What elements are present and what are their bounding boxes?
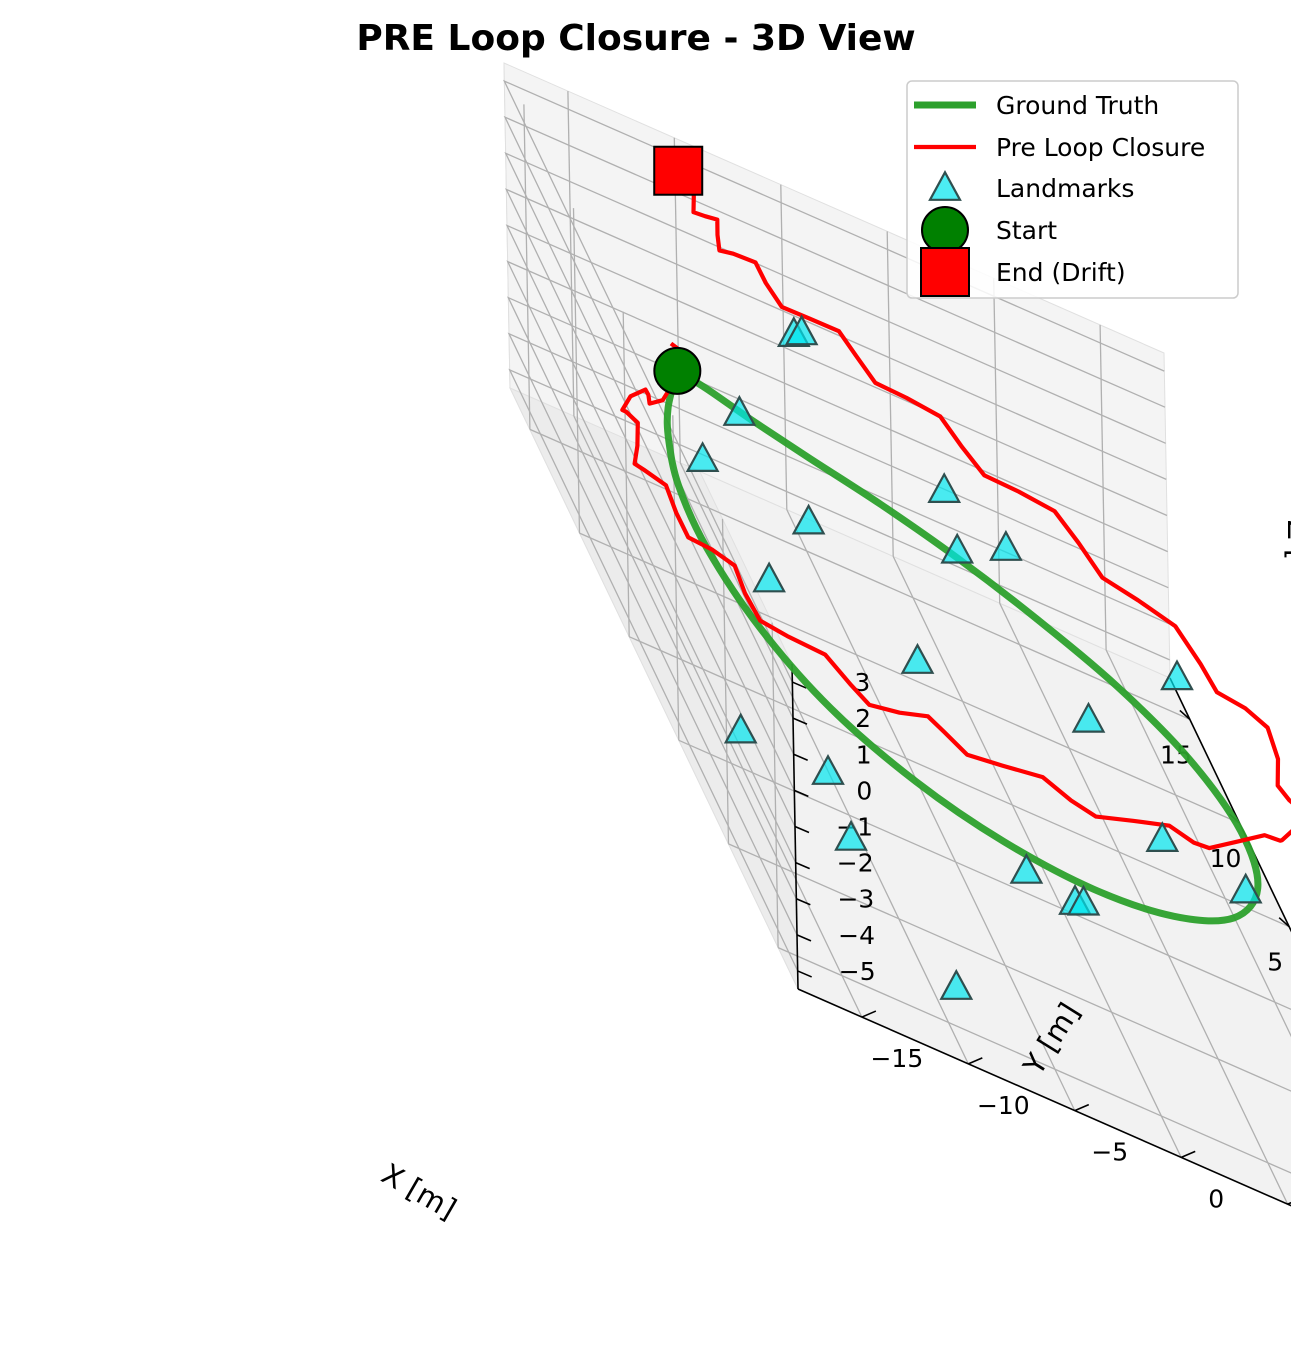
legend-swatch-landmarks [928,170,962,201]
z-tick-label: −5 [839,957,876,986]
x-tick-label: 5 [1267,948,1283,977]
start-marker [653,346,702,395]
end-marker [653,145,704,196]
y-axis-line [797,988,1291,1207]
z-tick-label: 1 [856,740,872,769]
landmark-marker [1160,659,1194,691]
legend-swatch-start [921,206,969,254]
z-tick [796,897,811,906]
z-tick-label: 0 [856,776,872,805]
legend-label: Landmarks [996,174,1134,203]
landmark-marker [940,532,975,564]
y-tick [1180,1150,1196,1159]
z-tick-label: 2 [855,704,871,733]
gridline-z [506,260,1168,863]
gridline-x [579,532,1240,824]
landmark-marker [1066,884,1101,916]
x-axis-line [1169,677,1291,933]
landmark-marker [811,754,845,785]
legend-box [906,80,1239,299]
gridline-yz [567,91,575,417]
x-tick [1278,917,1290,928]
gridline-yz [1099,324,1107,650]
gridline-yz [886,231,894,557]
gridline-z [504,151,1166,755]
y-tick [1074,1103,1090,1112]
gridline-x [777,947,1291,1174]
landmark-marker [791,503,826,535]
landmark-marker [927,472,962,503]
z-tick [796,934,812,942]
gridline-y [1105,649,1291,1038]
legend-label: Ground Truth [996,91,1159,120]
y-tick [1287,1201,1291,1205]
y-tick-label: −5 [1091,1138,1128,1167]
z-tick [793,753,808,762]
z-tick-label: 3 [854,668,870,697]
y-tick [968,1057,983,1065]
chart-title: PRE Loop Closure - 3D View [356,18,915,59]
landmark-marker [989,529,1023,561]
gridline-y [573,415,863,1018]
gridline-y [892,556,1182,1158]
gridline-z [507,332,1170,936]
gridline-x [728,843,1291,1092]
z-tick-label: −3 [837,885,874,914]
landmark-marker [784,314,819,346]
gridline-x [678,739,1291,1011]
landmark-marker [939,968,974,1000]
landmark-marker [834,819,868,851]
z-tick [794,789,809,798]
gridline-z [503,115,1166,719]
landmark-marker [1145,821,1180,853]
gridline-y [999,602,1289,1205]
y-tick-label: −15 [870,1044,923,1073]
landmark-marker [1071,701,1106,733]
x-axis-label: X [m] [376,1157,462,1226]
y-tick-label: −10 [977,1091,1030,1120]
gridline-z [505,224,1168,827]
landmark-marker [1009,852,1044,884]
legend-label: Start [996,216,1057,245]
series-pre-loop-closure [620,168,1291,851]
z-axis-label: Z [ [1281,520,1291,560]
z-tick [795,861,810,870]
y-tick-label: 0 [1208,1184,1224,1213]
z-tick [797,970,812,978]
z-tick [792,717,808,725]
landmark-marker [685,441,720,472]
gridline-y [786,509,1076,1111]
z-tick [794,825,810,834]
gridline-yz [780,184,788,510]
landmark-marker [722,394,757,426]
landmark-marker [1228,872,1263,904]
x-tick [1179,709,1191,721]
gridline-z [504,188,1167,791]
plot-area [620,145,1291,1000]
gridline-x [529,428,1191,720]
legend-swatch-end [920,247,970,297]
landmark-marker [723,712,758,744]
gridline-x [628,636,1290,928]
legend-label: End (Drift) [996,258,1126,287]
z-tick-label: −4 [838,921,875,950]
z-tick-label: −2 [837,849,874,878]
z-tick [792,681,807,689]
legend-label: Pre Loop Closure [996,133,1205,162]
y-tick [861,1010,877,1018]
landmark-marker [752,561,786,593]
legend: Ground Truth Pre Loop Closure Landmarks Sta… [906,80,1239,299]
landmark-marker [900,642,935,674]
